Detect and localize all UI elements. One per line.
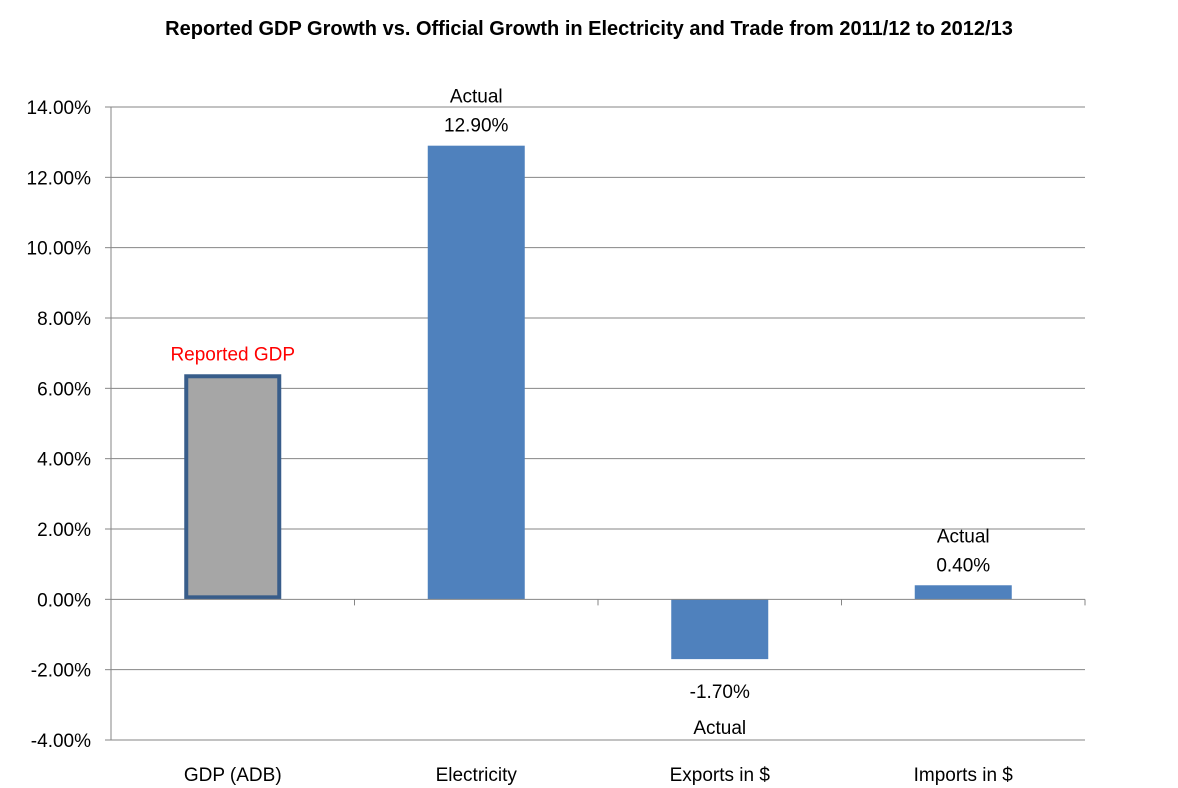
y-tick-label: 2.00%: [37, 520, 91, 541]
data-label-electricity-0: Actual: [450, 87, 503, 108]
data-label-imports-in-1: 0.40%: [936, 555, 990, 576]
bar-electricity: [427, 145, 525, 600]
bar-imports-in: [914, 585, 1012, 600]
y-tick-label: 10.00%: [27, 239, 92, 260]
chart-title: Reported GDP Growth vs. Official Growth …: [165, 18, 1013, 40]
y-tick-label: 0.00%: [37, 590, 91, 611]
y-tick-label: 8.00%: [37, 309, 91, 330]
x-tick-label-imports-in: Imports in $: [914, 765, 1014, 786]
data-label-electricity-1: 12.90%: [444, 116, 509, 137]
x-tick-label-exports-in: Exports in $: [670, 765, 771, 786]
y-tick-label: -4.00%: [31, 731, 91, 752]
bar-exports-in: [671, 599, 769, 660]
x-tick-label-electricity: Electricity: [436, 765, 518, 786]
data-label-exports-in-1: Actual: [693, 718, 746, 739]
data-label-imports-in-0: Actual: [937, 526, 990, 547]
y-tick-label: 4.00%: [37, 450, 91, 471]
y-tick-label: -2.00%: [31, 661, 91, 682]
data-label-gdp-adb-0: Reported GDP: [170, 344, 295, 365]
y-tick-label: 6.00%: [37, 379, 91, 400]
x-tick-label-gdp-adb: GDP (ADB): [184, 765, 282, 786]
bar-gdp-adb: [184, 374, 282, 600]
data-label-exports-in-0: -1.70%: [690, 682, 750, 703]
y-tick-label: 12.00%: [27, 168, 92, 189]
y-tick-label: 14.00%: [27, 98, 92, 119]
